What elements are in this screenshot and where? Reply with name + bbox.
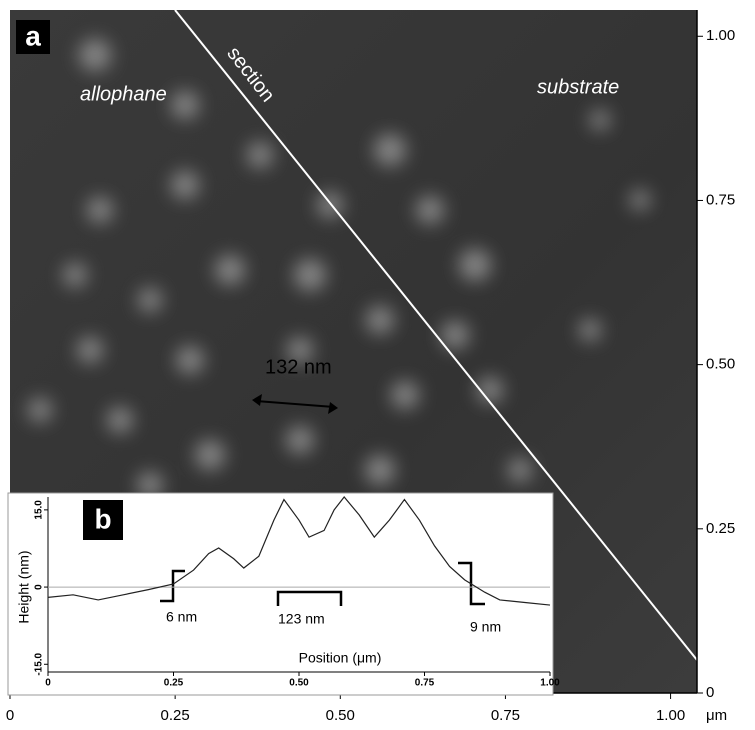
annotation: substrate [537, 76, 619, 98]
y-tick-label: 0.25 [706, 520, 735, 537]
annotation: a [25, 20, 41, 51]
y-tick-label: 1.00 [706, 27, 735, 44]
inset [7, 492, 554, 696]
x-tick-label: 0.75 [491, 707, 520, 724]
annotation: allophane [80, 83, 167, 105]
y-tick-label: 15.0 [34, 500, 45, 520]
annotation: 123 nm [278, 611, 325, 627]
x-tick-label: 1.00 [540, 678, 560, 689]
x-tick-label: 0 [6, 707, 14, 724]
x-tick-label: 0.25 [164, 678, 184, 689]
y-tick-label: 0 [34, 584, 45, 590]
panel-label-box [16, 20, 50, 54]
y-tick-label: -15.0 [34, 652, 45, 675]
annotation: 6 nm [166, 609, 197, 625]
x-tick-label: 0 [45, 678, 51, 689]
x-tick-label: 0.75 [415, 678, 435, 689]
x-tick-label: 1.00 [656, 707, 685, 724]
annotation: 132 nm [265, 356, 332, 378]
annotation: 9 nm [470, 619, 501, 635]
x-tick-label: 0.50 [289, 678, 309, 689]
y-tick-label: 0.50 [706, 356, 735, 373]
profile-line [47, 496, 551, 606]
x-tick-label: 0.50 [326, 707, 355, 724]
x-unit: μm [706, 707, 727, 724]
y-tick-label: 0.75 [706, 191, 735, 208]
y-axis-label: Height (nm) [16, 550, 32, 623]
y-tick-label: 0 [706, 684, 714, 701]
x-axis-label: Position (μm) [299, 650, 382, 666]
panel-label: b [94, 503, 111, 534]
x-tick-label: 0.25 [161, 707, 190, 724]
